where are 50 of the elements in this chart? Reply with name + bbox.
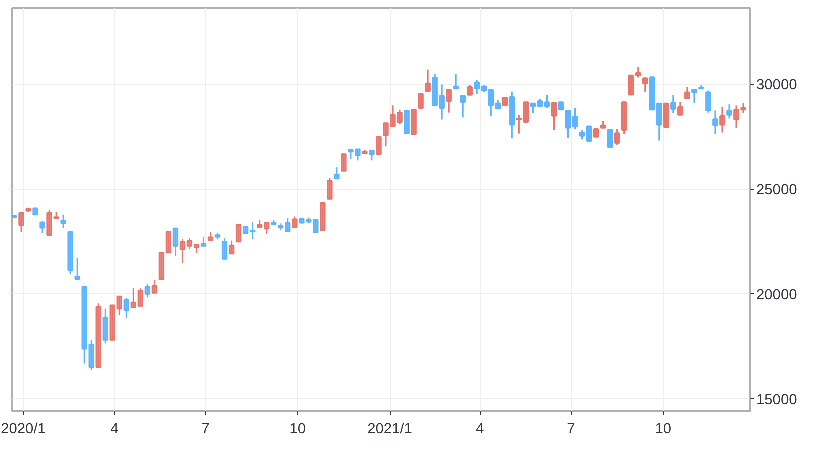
x-tick-label: 7 [567, 422, 576, 438]
candlestick [236, 224, 242, 243]
x-tick-label: 10 [290, 422, 306, 438]
x-tick-label: 2021/1 [368, 422, 412, 438]
candlestick [124, 298, 130, 320]
candlestick [720, 106, 726, 134]
candlestick [418, 93, 424, 109]
candlestick [341, 154, 347, 172]
candlestick [614, 128, 620, 146]
candlestick [18, 212, 24, 233]
candlestick [706, 90, 712, 114]
candlestick [74, 258, 80, 280]
candlestick [172, 228, 179, 258]
candlestick [292, 216, 298, 228]
candlestick [670, 94, 676, 114]
candlestick [425, 69, 431, 92]
candlestick [144, 283, 151, 298]
candlestick [678, 102, 684, 116]
candlestick [404, 109, 410, 135]
candlestick [446, 89, 452, 114]
candlestick [40, 220, 46, 234]
y-tick-label: 15000 [756, 392, 798, 408]
y-tick-label: 20000 [756, 287, 798, 304]
candlestick [102, 308, 108, 344]
candlestick [726, 104, 732, 120]
x-tick-label: 4 [110, 422, 119, 438]
candlestick [460, 95, 466, 118]
candlestick [228, 240, 235, 255]
candlestick [692, 88, 698, 104]
candlestick [327, 177, 333, 200]
candlestick [642, 78, 648, 94]
candlestick [60, 214, 66, 229]
candlestick [152, 280, 158, 294]
x-tick-label: 10 [655, 422, 672, 438]
y-tick-label: 30000 [756, 78, 798, 94]
candlestick [334, 166, 340, 180]
y-tick-label: 25000 [756, 182, 798, 199]
x-tick-label: 4 [476, 422, 484, 438]
candlestick [453, 73, 459, 90]
candlestick [664, 102, 670, 128]
candlestick [607, 129, 614, 148]
candlestick [376, 136, 382, 156]
candlestick [222, 238, 228, 260]
x-tick-label: 7 [202, 422, 210, 438]
candlestick [467, 84, 473, 96]
candlestick [684, 86, 690, 100]
candlestick [551, 102, 558, 131]
candlestick [369, 150, 375, 162]
candlestick [712, 110, 718, 136]
x-tick-label: 2020/1 [1, 422, 46, 438]
